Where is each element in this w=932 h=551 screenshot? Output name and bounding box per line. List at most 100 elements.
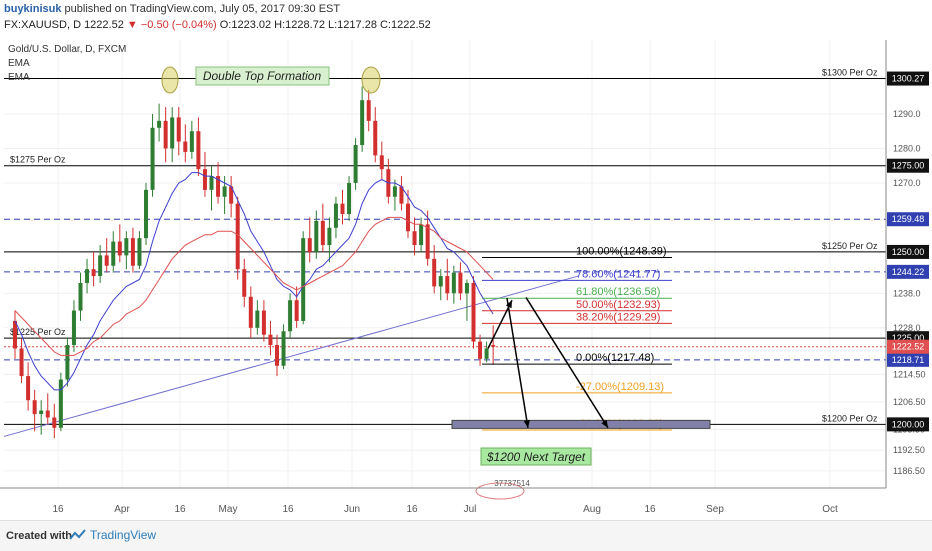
candle-body [124,238,129,256]
candle-body [347,182,352,214]
candle-body [327,227,332,246]
legend-title: Gold/U.S. Dollar, D, FXCM [8,44,126,55]
y-tick-label: 1290.0 [893,109,921,119]
ema-slow-line [14,216,494,356]
candle-body [288,300,293,332]
price-badge [887,71,929,86]
y-tick-label: 1186.50 [893,466,925,476]
created-with-label: Created with [6,530,73,542]
candle-body [301,238,306,321]
candle-body [202,169,207,190]
author-link[interactable]: buykinisuk [4,3,62,15]
candle-body [432,258,437,287]
candle-body [85,269,90,283]
candle-body [445,276,450,294]
price-badge [887,264,929,279]
next-target-label-box [480,447,592,466]
price-badge-label: 1200.00 [892,419,925,429]
y-axis: 1186.501192.501198.501206.501214.501222.… [885,40,929,488]
candle-body [373,120,378,156]
candle-body [52,417,57,428]
price-badge-label: 1300.27 [892,74,925,84]
candle-body [176,117,181,142]
price-badge-label: 1244.22 [892,267,925,277]
candle-body [314,220,319,252]
price-badge [887,244,929,259]
candle-body [222,186,227,197]
candle-body [294,300,299,321]
candle-body [425,224,430,259]
candle-body [412,231,417,246]
candle-body [150,127,155,190]
candle-body [98,255,103,277]
candle-body [163,120,168,149]
candle-body [229,186,234,204]
candle-body [19,348,24,377]
current-price-badge [887,339,929,354]
double-top-marker [161,66,179,94]
change-value: ▼ −0.50 (−0.04%) [126,19,217,31]
price-badge [887,158,929,173]
price-badge-label: 1225.00 [892,333,925,343]
price-badge [887,417,929,432]
candle-body [307,238,312,252]
price-badge-label: 1218.71 [892,355,925,365]
candle-body [117,241,122,256]
candle-body [45,410,50,418]
candle-body [451,272,456,294]
candle-body [157,120,162,128]
annotations: Double Top Formation $1200 Next Target 377… [161,66,711,500]
price-badge-label: 1275.00 [892,161,925,171]
x-tick-label: 16 [644,504,656,515]
x-tick-label: 16 [282,504,294,515]
candle-body [196,131,201,170]
candle-body [275,345,279,366]
x-tick-label: 16 [406,504,418,515]
double-top-label: Double Top Formation [203,69,322,83]
ema-fast-line [14,172,494,391]
candle-body [13,320,17,349]
next-target-label: $1200 Next Target [486,450,586,464]
price-chart[interactable]: $1300 Per Oz $1275 Per Oz $1250 Per Oz $122… [0,40,932,520]
price-level-label: $1300 Per Oz [822,68,878,78]
publish-text: published on TradingView.com, July 05, 2… [64,3,341,15]
arrow-head [523,420,530,428]
candle-body [183,141,188,152]
ohlc-values: O:1223.02 H:1228.72 L:1217.28 C:1222.52 [219,19,431,31]
symbol-label: FX:XAUUSD, D 1222.52 [4,19,124,31]
candle-body [71,310,76,346]
double-top-marker [361,66,381,94]
trendline [3,275,579,437]
arrow-head [601,419,608,428]
x-tick-label: Aug [583,504,601,515]
fib-level-label: 38.20%(1229.29) [576,311,660,323]
x-axis: 16 Apr 16 May 16 Jun 16 Jul Aug 16 Sep Oct [0,487,886,515]
candle-body [478,341,483,359]
candle-body [137,238,142,266]
legend-ema-1: EMA [8,58,30,69]
symbol-info: FX:XAUUSD, D 1222.52 ▼ −0.50 (−0.04%) O:… [4,19,431,31]
price-level-label: $1275 Per Oz [10,155,66,165]
y-tick-label: 1280.0 [893,143,921,153]
fib-level-label: -27.00%(1209.13) [576,381,664,393]
price-badge [887,352,929,367]
tradingview-brand-link[interactable]: TradingView [90,528,157,542]
projection-arrow [525,297,609,429]
fib-level-label: 100.00%(1248.39) [576,245,667,257]
x-tick-label: Apr [114,504,130,515]
candle-body [104,255,109,266]
trendline-group [3,275,579,437]
candle-body [379,155,384,170]
candle-body [189,131,194,152]
chart-area[interactable]: $1300 Per Oz $1275 Per Oz $1250 Per Oz $122… [0,40,932,520]
publish-info: buykinisuk published on TradingView.com,… [4,3,340,15]
target-zone-box [451,419,711,429]
candle-body [248,296,253,328]
candle-body [39,410,44,415]
y-tick-label: 1214.50 [893,369,926,379]
x-tick-label: Jul [464,504,477,515]
candle-body [209,176,214,190]
candle-body [26,376,31,401]
arrow-head [505,300,512,309]
price-level-label: $1225 Per Oz [10,327,66,337]
